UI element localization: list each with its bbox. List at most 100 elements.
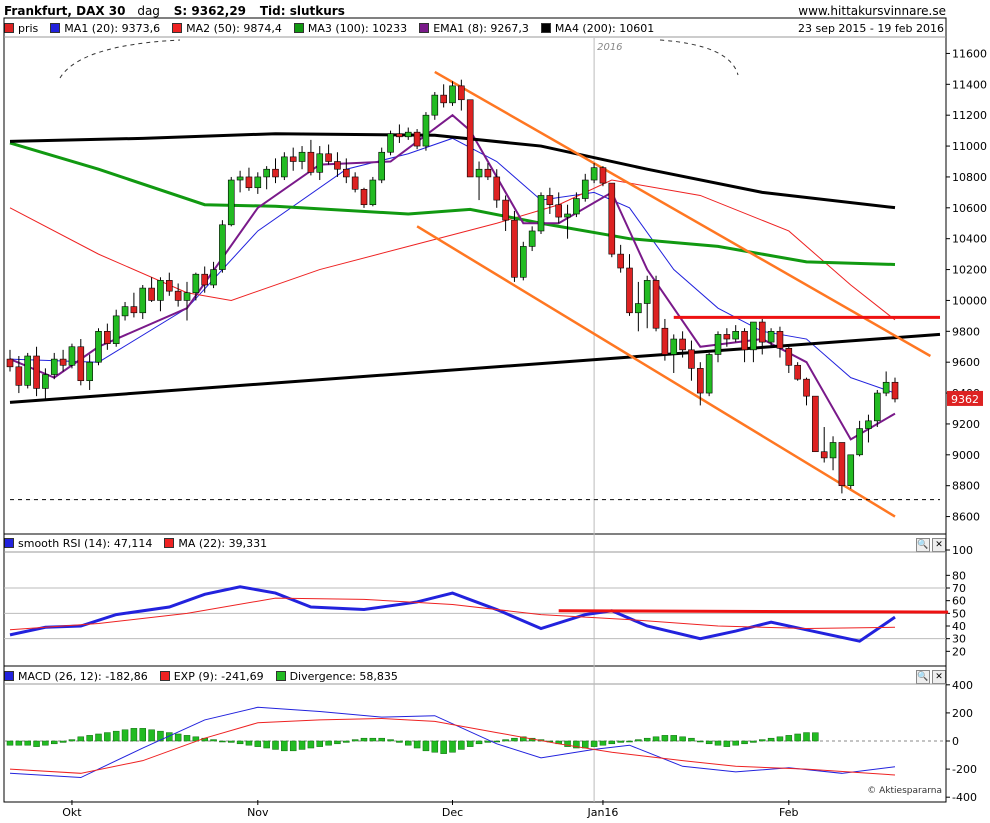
candle-body [236,176,244,181]
macd-series-line [9,718,896,776]
candle-body [174,290,182,301]
series-line-ma4 [9,132,896,210]
candle-body [458,85,465,101]
x-tick-label: Okt [62,806,82,819]
y-tick-label: 70 [952,582,966,595]
divergence-bar [86,735,93,742]
candle-body [104,331,111,344]
candle-body [281,156,288,178]
y-tick-label: 80 [952,569,966,582]
candle-body [679,338,686,351]
divergence-bar [387,739,394,742]
divergence-bar [759,739,766,742]
divergence-bar [732,740,739,746]
y-tick-label: 9600 [952,356,980,369]
y-tick-label: -200 [952,763,977,776]
divergence-bar [15,740,23,746]
divergence-bar [688,737,695,742]
divergence-bar [626,740,633,743]
divergence-bar [343,740,350,743]
candle-body [422,114,430,147]
candle-body [95,331,102,363]
y-tick-label: 60 [952,595,966,608]
candle-body [148,287,155,301]
y-tick-label: 50 [952,607,966,620]
divergence-bar [466,740,474,747]
y-tick-label: 200 [952,707,973,720]
site-url[interactable]: www.hittakursvinnare.se [798,4,946,18]
candle-body [599,167,607,184]
candle-body [298,151,306,162]
divergence-bar [776,736,784,742]
legend-item: smooth RSI (14): 47,114 [4,537,152,550]
divergence-bar [617,740,624,743]
candle-body [440,94,447,104]
candle-body [767,331,775,343]
price-marker-bg [947,390,983,406]
candle-body [546,195,554,206]
divergence-bar [334,740,341,745]
divergence-bar [6,740,14,746]
candle-body [537,195,545,232]
y-tick-label: 10400 [952,233,987,246]
divergence-bar [360,737,368,742]
divergence-bar [24,740,31,746]
legend-item: EXP (9): -241,69 [159,670,264,683]
candle-body [714,334,722,355]
candle-body [342,168,350,178]
candle-body [219,224,226,270]
candle-body [608,182,616,255]
x-tick-label: Dec [442,806,463,819]
y-tick-label: 10800 [952,171,987,184]
close-price: S: 9362,29 [173,4,247,18]
legend-item: MA2 (50): 9874,4 [172,22,282,35]
divergence-bar [33,740,40,747]
candle-body [785,347,793,366]
divergence-bar [51,740,58,745]
candle-body [847,454,855,486]
candle-body [6,358,14,368]
divergence-bar [245,740,253,746]
divergence-bar [351,739,359,742]
divergence-bar [794,733,801,742]
legend-label: MA (22): 39,331 [178,536,268,550]
price-marker-label: 9362 [951,393,979,406]
rsi-resistance-line [558,609,949,614]
candle-body [617,253,624,269]
divergence-bar [723,740,731,747]
x-tick-label: Jan16 [586,806,618,819]
divergence-bar [236,740,244,745]
candle-body [183,292,191,301]
candle-body [652,280,660,329]
divergence-bar [139,728,146,742]
candle-body [829,442,837,459]
candle-body [475,168,483,178]
period-label: dag [137,4,160,18]
candle-body [360,188,368,206]
candle-body [316,153,324,173]
candle-body [121,306,129,317]
divergence-bar [378,737,385,742]
divergence-bar [130,728,138,742]
divergence-bar [679,736,686,742]
divergence-bar [670,735,677,742]
candle-body [50,358,58,375]
candle-body [581,179,589,199]
legend-item: MA4 (200): 10601 [540,22,654,35]
candle-body [15,366,23,386]
legend-item: MA3 (100): 10233 [293,22,407,35]
candle-body [139,287,147,314]
watermark: © Aktiespararna [867,786,942,796]
candle-body [891,381,899,400]
candle-body [590,167,598,181]
trendline-long-black [9,332,941,404]
y-tick-label: 9000 [952,449,980,462]
candle-body [564,213,571,218]
divergence-bar [254,740,262,747]
divergence-bar [502,739,509,742]
divergence-bar [803,732,810,742]
y-tick-label: 20 [952,645,966,658]
candle-body [431,94,439,116]
divergence-bar [475,740,483,745]
